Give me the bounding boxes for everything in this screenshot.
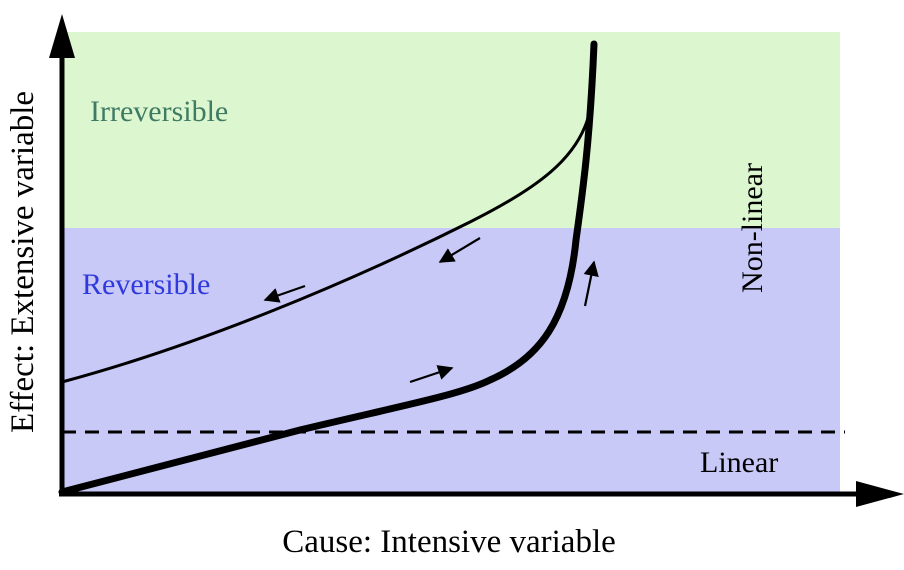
unloading-arrow-lower	[263, 284, 306, 303]
reversible-label: Reversible	[82, 268, 210, 301]
loading-curve	[58, 40, 598, 496]
loading-arrow-lower	[409, 365, 454, 384]
reversible-region	[62, 228, 840, 494]
y-axis-label: Effect: Extensive variable	[5, 91, 41, 433]
nonlinear-label: Non-linear	[736, 163, 769, 293]
linear-label: Linear	[700, 446, 778, 479]
unloading-curve	[61, 117, 590, 384]
unloading-arrow-upper	[438, 237, 481, 263]
irreversible-label: Irreversible	[90, 95, 228, 128]
loading-arrow-upper	[583, 260, 599, 307]
y-axis-arrowhead	[49, 14, 75, 58]
x-axis-arrowhead	[856, 481, 904, 507]
irreversible-region	[62, 32, 840, 228]
x-axis-label: Cause: Intensive variable	[282, 524, 616, 560]
